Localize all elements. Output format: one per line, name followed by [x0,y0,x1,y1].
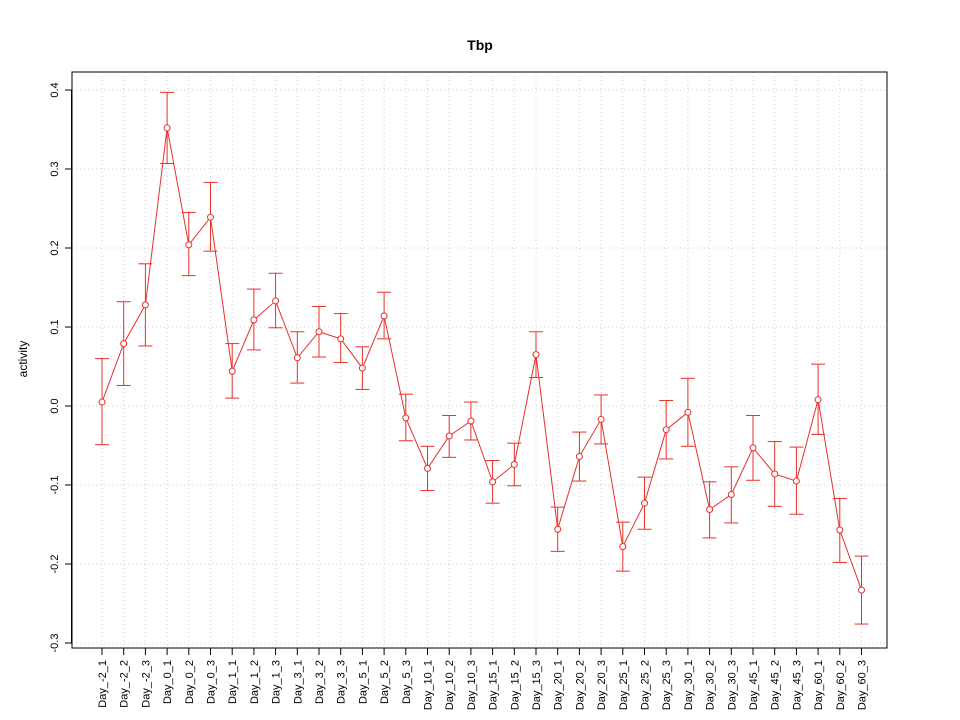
x-tick-label: Day_30_1 [683,660,695,710]
data-point [98,398,106,406]
data-point [706,505,714,513]
x-tick-label: Day_15_1 [488,660,500,710]
x-tick-label: Day_1_1 [227,660,239,704]
x-tick-label: Day_30_3 [726,660,738,710]
data-point [185,241,193,249]
y-tick-label: -0.3 [49,634,61,653]
data-point [467,417,475,425]
data-point [337,335,345,343]
y-tick-label: 0.4 [49,82,61,97]
x-tick-label: Day_0_3 [206,660,218,704]
x-tick-label: Day_30_2 [705,660,717,710]
series-group [95,91,869,625]
data-point [424,464,431,472]
x-tick-label: Day_45_3 [791,660,803,710]
data-point [293,354,301,362]
x-tick-label: Day_20_2 [574,660,586,710]
x-tick-label: Day_10_1 [423,660,435,710]
x-tick-label: Day_0_2 [184,660,196,704]
x-tick-label: Day_60_3 [857,660,869,710]
x-tick-label: Day_15_2 [509,660,521,710]
x-tick-label: Day_10_2 [444,660,456,710]
data-point [749,444,757,452]
data-point [489,478,497,486]
plot-frame [71,71,888,649]
x-tick-label: Day_25_1 [618,660,630,710]
x-tick-label: Day_10_3 [466,660,478,710]
x-tick-label: Day_60_1 [813,660,825,710]
grid [72,72,887,648]
x-tick-label: Day_1_3 [271,660,283,704]
data-point [207,213,214,221]
data-point [445,432,453,440]
x-tick-label: Day_45_2 [770,660,782,710]
x-tick-label: Day_20_1 [553,660,565,710]
x-tick-label: Day_0_1 [162,660,174,704]
data-point [641,499,648,507]
y-axis: -0.3 -0.2 -0.1 0.0 0.1 0.2 0.3 0.4 [49,82,72,652]
data-point [358,364,366,372]
x-tick-label: Day_-2_1 [97,660,109,708]
x-tick-label: Day_60_2 [835,660,847,710]
data-point [597,415,605,423]
x-tick-label: Day_5_1 [357,660,369,704]
data-point [532,351,540,359]
data-point [250,316,258,324]
y-axis-label: activity [16,341,30,378]
data-point [141,301,149,309]
chart-title: Tbp [467,37,493,53]
data-point [619,543,627,551]
data-point [575,453,583,461]
data-point [402,414,410,422]
data-point [771,470,779,478]
x-tick-label: Day_5_2 [379,660,391,704]
data-point [120,340,128,348]
data-point [380,312,388,320]
data-point [554,525,562,533]
y-tick-label: -0.2 [49,555,61,574]
data-point [836,526,844,534]
x-tick-label: Day_1_2 [249,660,261,704]
data-point [315,328,323,336]
data-point [858,586,865,594]
data-point [662,426,670,434]
y-tick-label: 0.3 [49,161,61,176]
series-line [101,127,862,591]
data-point [684,408,692,416]
x-tick-label: Day_-2_3 [140,660,152,708]
x-tick-label: Day_3_2 [314,660,326,704]
x-tick-label: Day_25_3 [661,660,673,710]
x-tick-label: Day_5_3 [401,660,413,704]
data-point [727,490,735,498]
y-tick-label: -0.1 [49,476,61,495]
x-tick-label: Day_3_3 [336,660,348,704]
y-tick-label: 0.1 [49,319,61,334]
x-tick-label: Day_15_3 [531,660,543,710]
series [95,91,869,625]
y-tick-label: 0.0 [49,398,61,413]
x-tick-label: Day_45_1 [748,660,760,710]
data-point [272,297,280,305]
data-point [792,477,800,485]
data-point [228,367,236,375]
data-point [163,124,171,132]
x-tick-label: Day_25_2 [640,660,652,710]
x-tick-label: Day_20_3 [596,660,608,710]
data-point [510,460,518,468]
x-tick-label: Day_-2_2 [119,660,131,708]
data-point [814,396,822,404]
y-tick-label: 0.2 [49,240,61,255]
x-tick-label: Day_3_1 [292,660,304,704]
x-axis: Day_-2_1 Day_-2_2 Day_-2_3 Day_0_1 Day_0_2 Da… [97,647,869,710]
